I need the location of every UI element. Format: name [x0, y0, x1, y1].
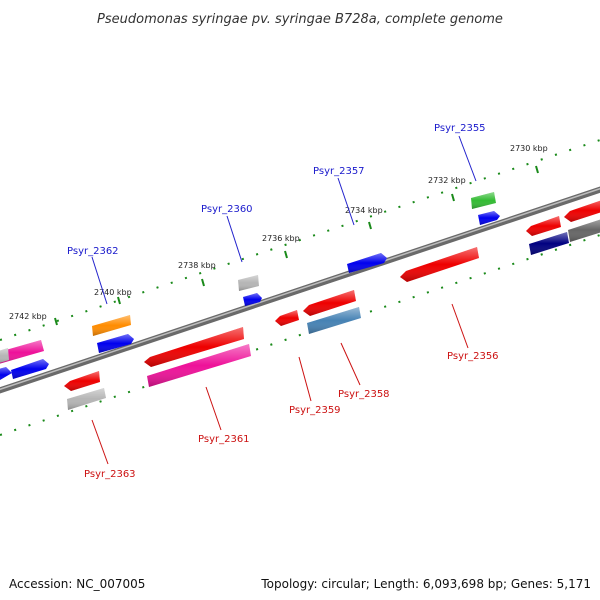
gene-arrow[interactable]	[238, 275, 259, 291]
gene-arrow[interactable]	[92, 315, 131, 336]
tick-label-2736: 2736 kbp	[262, 234, 300, 243]
gene-arrow[interactable]	[0, 340, 44, 365]
upper-tick-track	[0, 139, 600, 341]
gene-arrow[interactable]	[64, 371, 100, 391]
genome-backbone-highlight	[0, 187, 600, 391]
map-title: Pseudomonas syringae pv. syringae B728a,…	[97, 12, 503, 27]
gene-arrow[interactable]	[97, 334, 134, 353]
tick-label-2740: 2740 kbp	[94, 288, 132, 297]
gene-label-psyr-2360[interactable]: Psyr_2360	[201, 204, 253, 215]
gene-label-psyr-2357[interactable]: Psyr_2357	[313, 166, 365, 177]
gene-arrow[interactable]	[0, 367, 12, 383]
gene-arrow[interactable]	[147, 344, 251, 387]
genome-summary-text: Topology: circular; Length: 6,093,698 bp…	[261, 577, 591, 591]
gene-arrow[interactable]	[275, 310, 299, 326]
forward-genes	[0, 192, 500, 383]
reverse-genes	[64, 199, 600, 410]
gene-arrow[interactable]	[303, 290, 356, 316]
tick-label-2742: 2742 kbp	[9, 312, 47, 321]
gene-label-psyr-2356[interactable]: Psyr_2356	[447, 351, 499, 362]
gene-label-psyr-2355[interactable]: Psyr_2355	[434, 123, 486, 134]
gene-label-psyr-2362[interactable]: Psyr_2362	[67, 246, 119, 257]
genome-backbone	[0, 186, 600, 394]
gene-label-psyr-2359[interactable]: Psyr_2359	[289, 405, 341, 416]
gene-arrow[interactable]	[529, 232, 569, 255]
gene-arrow[interactable]	[478, 211, 500, 225]
label-leaders	[91, 135, 477, 465]
tick-label-2732: 2732 kbp	[428, 176, 466, 185]
gene-arrow[interactable]	[564, 199, 600, 222]
tick-label-2734: 2734 kbp	[345, 206, 383, 215]
gene-arrow[interactable]	[526, 216, 561, 236]
gene-arrow[interactable]	[144, 327, 244, 367]
tick-label-2730: 2730 kbp	[510, 144, 548, 153]
gene-label-psyr-2358[interactable]: Psyr_2358	[338, 389, 390, 400]
gene-label-psyr-2363[interactable]: Psyr_2363	[84, 469, 136, 480]
lower-tick-track	[0, 234, 600, 436]
gene-arrow[interactable]	[347, 253, 387, 273]
gene-arrow[interactable]	[568, 218, 600, 242]
tick-label-2738: 2738 kbp	[178, 261, 216, 270]
gene-arrow[interactable]	[400, 247, 479, 282]
accession-text: Accession: NC_007005	[9, 577, 146, 591]
gene-arrow[interactable]	[11, 359, 49, 379]
gene-arrow[interactable]	[67, 388, 106, 410]
gene-arrow[interactable]	[0, 348, 9, 364]
gene-arrow[interactable]	[471, 192, 496, 209]
gene-label-psyr-2361[interactable]: Psyr_2361	[198, 434, 250, 445]
gene-arrow[interactable]	[243, 293, 262, 306]
major-ticks	[54, 165, 539, 326]
gene-arrow[interactable]	[307, 307, 361, 334]
